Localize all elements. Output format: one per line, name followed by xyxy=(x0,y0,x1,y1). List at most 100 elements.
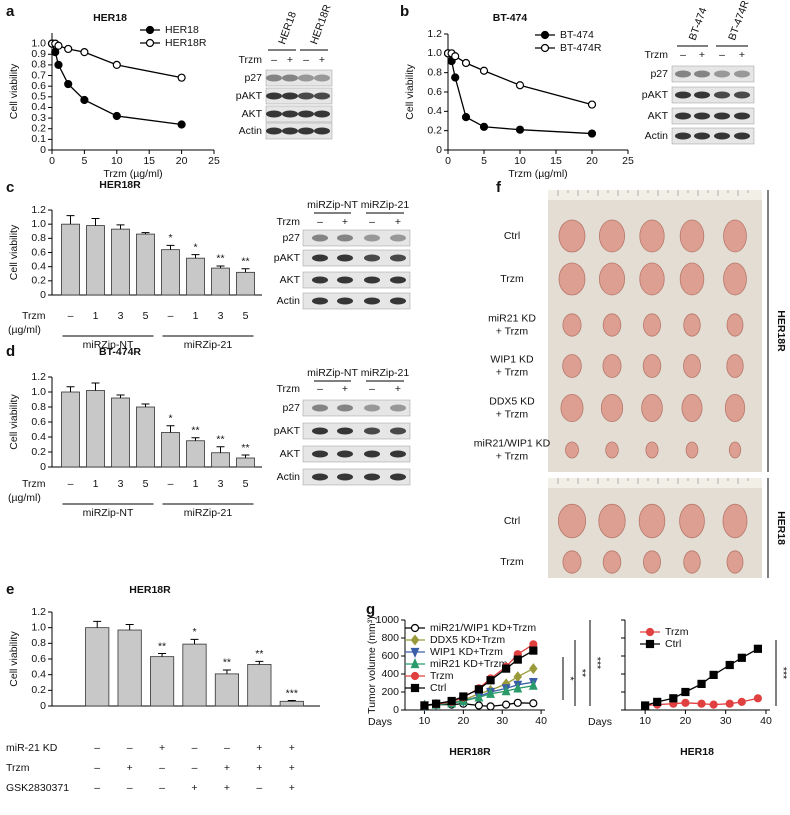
y-tick-label: 0.3 xyxy=(31,112,46,124)
y-tick-label: 0.2 xyxy=(31,684,46,696)
tumor xyxy=(598,503,626,539)
x-tick-label: 0 xyxy=(49,155,55,167)
tumor xyxy=(643,550,661,574)
blot-band xyxy=(675,132,691,140)
row-label: Trzm xyxy=(22,478,46,490)
ruler xyxy=(548,478,762,488)
error-bar xyxy=(241,454,250,458)
legend-label: DDX5 KD+Trzm xyxy=(430,634,505,646)
point xyxy=(709,670,718,680)
point xyxy=(410,647,420,658)
point xyxy=(112,60,121,70)
row-value: – xyxy=(159,782,165,794)
tumor xyxy=(728,441,742,459)
blot-band xyxy=(312,404,328,412)
x-tick-label: 15 xyxy=(143,155,155,167)
tumor xyxy=(562,550,582,574)
y-tick-label: 1.0 xyxy=(31,621,46,633)
bar xyxy=(211,267,230,296)
point xyxy=(502,664,511,673)
row-label: DDX5 KD xyxy=(489,395,535,407)
bar xyxy=(111,228,130,296)
point xyxy=(540,43,550,53)
blot-band xyxy=(314,92,330,100)
treatment-value: – xyxy=(719,49,725,61)
blot-band xyxy=(390,297,406,305)
row-value: – xyxy=(159,762,165,774)
error-bar xyxy=(166,244,175,250)
significance-label: ** xyxy=(576,669,588,677)
blot-band xyxy=(312,450,328,458)
blot-band xyxy=(364,276,380,284)
significance-label: * xyxy=(168,232,172,244)
y-axis-label: Tumor volume (mm³) xyxy=(366,616,378,714)
error-bar xyxy=(91,218,100,226)
y-tick-label: 0.2 xyxy=(31,275,46,287)
blot-band xyxy=(694,132,710,140)
band-label: Actin xyxy=(645,130,669,142)
point xyxy=(474,685,483,694)
legend-label: Ctrl xyxy=(430,682,446,694)
column-label: HER18R xyxy=(308,3,334,46)
bar xyxy=(236,457,255,468)
significance-label: ** xyxy=(223,657,231,669)
row-value: 1 xyxy=(193,478,199,490)
tumor xyxy=(602,550,622,574)
tumor xyxy=(639,219,665,253)
y-tick-label: 1.0 xyxy=(31,386,46,398)
blot-band xyxy=(714,91,730,99)
row-value: 3 xyxy=(118,478,124,490)
treatment-label: Trzm xyxy=(238,54,262,66)
row-value: 5 xyxy=(243,478,249,490)
blot-band xyxy=(337,450,353,458)
y-tick-label: 0.6 xyxy=(31,80,46,92)
row-value: – xyxy=(224,742,230,754)
column-label: BT-474 xyxy=(687,6,710,42)
y-tick-label: 1.2 xyxy=(31,371,46,383)
legend-label: WIP1 KD+Trzm xyxy=(430,646,503,658)
y-tick-label: 0.6 xyxy=(31,416,46,428)
point xyxy=(410,634,420,646)
x-tick-label: 5 xyxy=(481,155,487,167)
blot-band xyxy=(314,127,330,135)
point xyxy=(681,698,690,707)
error-bar xyxy=(141,232,150,235)
point xyxy=(513,671,523,683)
y-tick-label: 0.6 xyxy=(31,653,46,665)
x-tick-label: 10 xyxy=(111,155,123,167)
blot-band xyxy=(675,70,691,78)
y-tick-label: 1.0 xyxy=(31,218,46,230)
y-tick-label: 0.4 xyxy=(31,431,46,443)
treatment-value: + xyxy=(739,49,745,61)
band-label: AKT xyxy=(242,108,263,120)
significance-label: ** xyxy=(241,442,249,454)
error-bar xyxy=(191,437,200,441)
tumor xyxy=(558,262,586,296)
row-label: Trzm xyxy=(500,273,524,285)
group-label: miRZip-NT xyxy=(83,339,134,351)
error-bar xyxy=(141,403,150,407)
point xyxy=(410,683,420,693)
blot-band xyxy=(364,427,380,435)
treatment-value: – xyxy=(303,54,309,66)
band-label: AKT xyxy=(280,448,301,460)
blot-band xyxy=(390,427,406,435)
y-tick-label: 0.1 xyxy=(31,133,46,145)
row-value: + xyxy=(289,742,295,754)
blot-band xyxy=(282,92,298,100)
y-tick-label: 0.4 xyxy=(31,260,46,272)
chart-title: HER18 xyxy=(93,12,127,24)
point xyxy=(737,653,746,662)
row-value: – xyxy=(168,478,174,490)
tumor xyxy=(642,354,662,378)
point xyxy=(753,644,763,653)
y-tick-label: 0.4 xyxy=(427,105,442,117)
tumor xyxy=(723,262,747,296)
blot-band xyxy=(390,276,406,284)
significance-label: * xyxy=(192,626,196,638)
tumor xyxy=(602,313,622,337)
chart-title: HER18R xyxy=(129,584,171,596)
point xyxy=(486,687,495,698)
point xyxy=(725,699,734,708)
row-value: + xyxy=(224,782,230,794)
